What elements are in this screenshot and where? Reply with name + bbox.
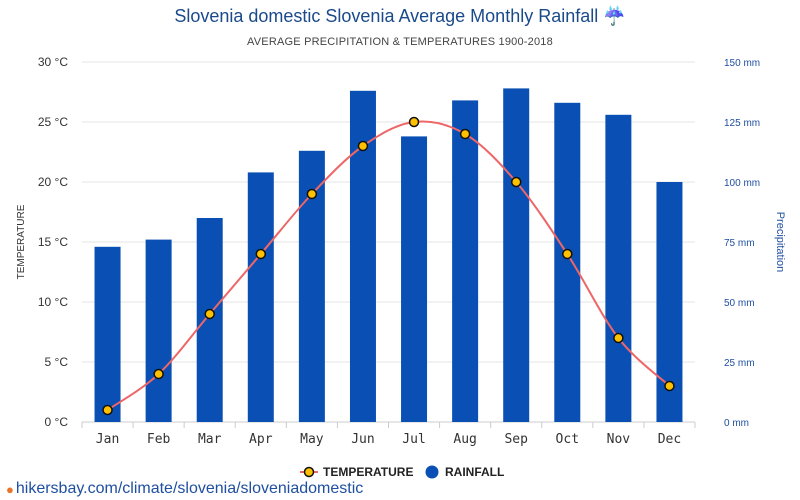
y-tick-right: 75 mm: [724, 238, 755, 249]
y-axis-label-left: TEMPERATURE: [16, 204, 27, 279]
bar-rainfall: [94, 246, 121, 422]
y-tick-right: 25 mm: [724, 358, 755, 369]
y-tick-left: 30 °C: [38, 55, 68, 69]
legend-temperature-label: TEMPERATURE: [323, 465, 413, 479]
x-tick-label: Dec: [658, 432, 681, 447]
x-tick-label: Sep: [504, 432, 528, 447]
y-tick-left: 20 °C: [38, 175, 68, 189]
y-tick-left: 0 °C: [45, 415, 69, 429]
y-tick-left: 5 °C: [45, 355, 69, 369]
bar-rainfall: [145, 239, 172, 422]
chart-subtitle: AVERAGE PRECIPITATION & TEMPERATURES 190…: [247, 36, 553, 48]
bar-rainfall: [605, 114, 632, 423]
source-link[interactable]: ● hikersbay.com/climate/slovenia/sloveni…: [6, 480, 363, 498]
x-tick-label: Mar: [198, 432, 222, 447]
y-tick-right: 150 mm: [724, 58, 760, 69]
legend-rainfall-marker: [425, 465, 439, 479]
x-tick-label: Oct: [556, 432, 579, 447]
y-tick-right: 125 mm: [724, 118, 760, 129]
bar-rainfall: [247, 172, 274, 422]
y-tick-left: 15 °C: [38, 235, 68, 249]
bar-rainfall: [401, 136, 428, 422]
temperature-point: [459, 128, 471, 140]
bar-rainfall: [503, 88, 530, 423]
x-tick-label: Jun: [351, 432, 374, 447]
temperature-point: [510, 176, 522, 188]
temperature-point: [408, 116, 420, 128]
x-tick-label: May: [300, 432, 324, 447]
bar-rainfall: [452, 100, 479, 423]
temperature-point: [562, 248, 573, 260]
temperature-point: [153, 368, 164, 380]
x-tick-label: Feb: [147, 432, 171, 447]
y-tick-right: 100 mm: [724, 178, 760, 189]
temperature-point: [102, 404, 113, 416]
x-tick-label: Aug: [453, 432, 476, 447]
temperature-line: [106, 120, 671, 411]
y-tick-left: 25 °C: [38, 115, 68, 129]
temperature-point: [306, 188, 318, 200]
temperature-point: [357, 140, 369, 152]
y-tick-right: 0 mm: [724, 418, 749, 429]
x-tick-label: Apr: [249, 432, 273, 447]
y-tick-left: 10 °C: [38, 295, 68, 309]
temperature-point: [255, 248, 267, 260]
y-tick-right: 50 mm: [724, 298, 755, 309]
chart-title: Slovenia domestic Slovenia Average Month…: [174, 6, 626, 26]
legend-rainfall-label: RAINFALL: [445, 465, 504, 479]
temperature-point: [664, 380, 675, 392]
source-url: hikersbay.com/climate/slovenia/sloveniad…: [15, 480, 364, 497]
temperature-point: [204, 308, 215, 320]
temperature-point: [613, 332, 624, 344]
x-tick-label: Jan: [96, 432, 119, 447]
x-tick-label: Jul: [402, 432, 425, 447]
y-axis-label-right: Precipitation: [774, 212, 786, 273]
location-pin-icon: ●: [6, 481, 14, 497]
bar-rainfall: [554, 102, 581, 423]
bar-rainfall: [196, 218, 223, 422]
x-tick-label: Nov: [607, 432, 631, 447]
legend-temperature-marker: [303, 466, 315, 478]
